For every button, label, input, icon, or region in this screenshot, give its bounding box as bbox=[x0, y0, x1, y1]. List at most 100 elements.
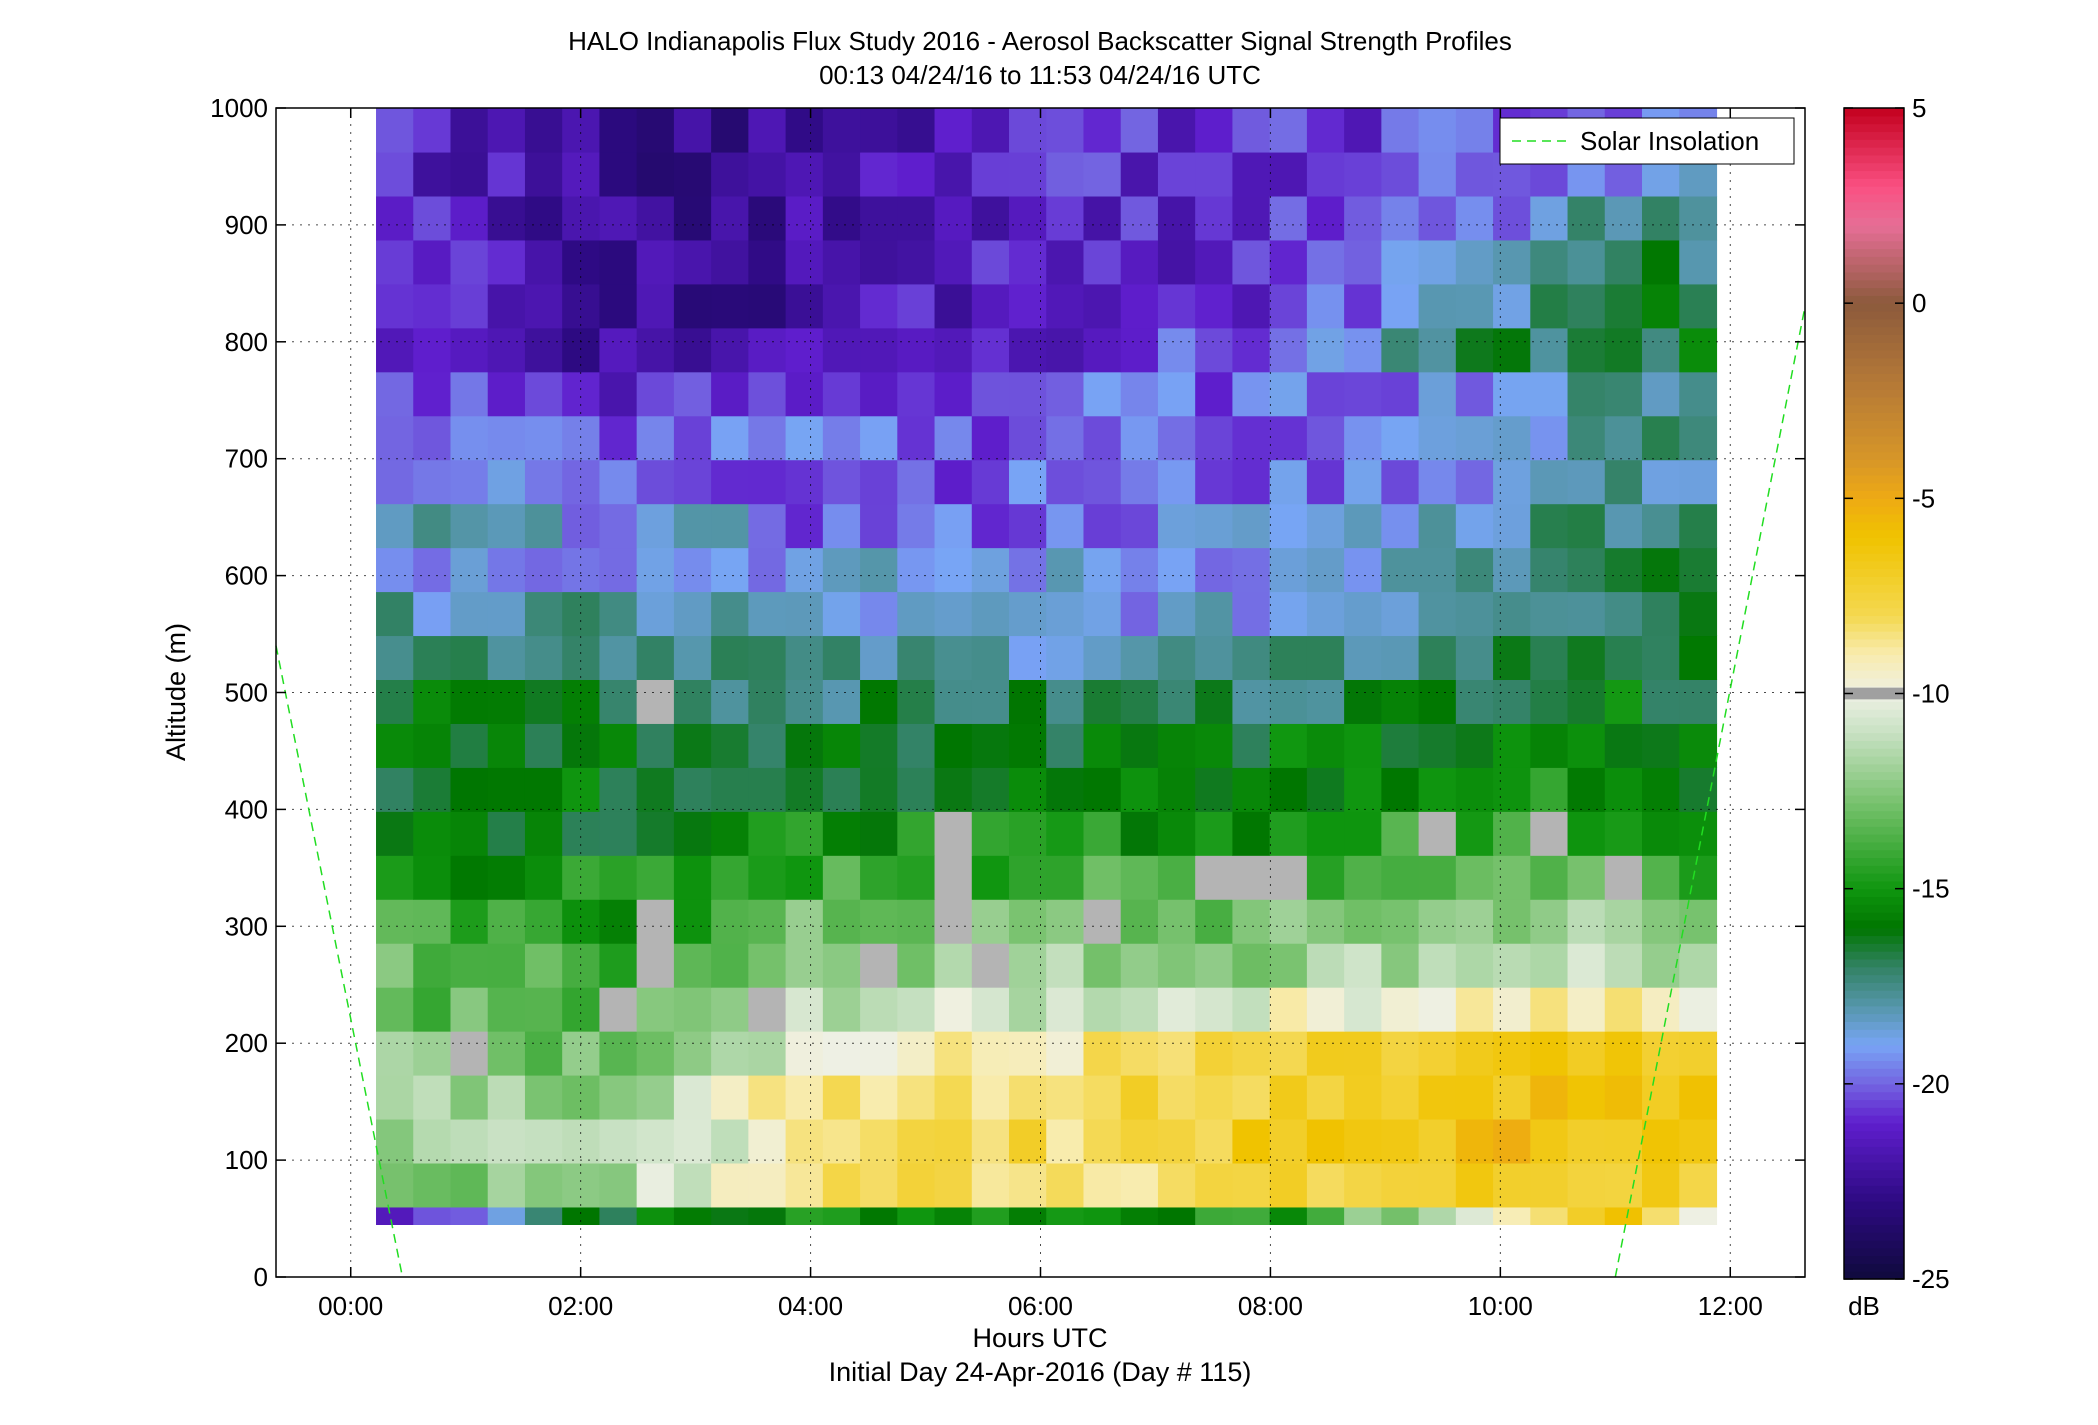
heatmap-cell bbox=[748, 239, 787, 285]
heatmap-cell bbox=[1269, 1118, 1308, 1164]
heatmap-cell bbox=[934, 679, 973, 724]
heatmap-cell bbox=[1157, 239, 1196, 285]
colorbar-segment bbox=[1844, 123, 1904, 133]
heatmap-cell bbox=[785, 1118, 824, 1164]
heatmap-cell bbox=[636, 151, 675, 197]
heatmap-cell bbox=[376, 371, 414, 417]
heatmap-cell bbox=[487, 767, 526, 812]
heatmap-cell bbox=[524, 943, 563, 988]
heatmap-cell bbox=[1009, 767, 1047, 812]
heatmap-cell bbox=[1083, 635, 1122, 680]
colorbar-segment bbox=[1844, 943, 1904, 952]
heatmap-cell bbox=[1046, 547, 1085, 593]
heatmap-cell bbox=[1604, 371, 1643, 417]
heatmap-cell bbox=[1455, 327, 1494, 373]
heatmap-cell bbox=[1455, 108, 1494, 153]
heatmap-cell bbox=[1195, 108, 1234, 153]
heatmap-cell bbox=[450, 1031, 489, 1076]
heatmap-cell bbox=[1642, 899, 1680, 944]
heatmap-cell bbox=[1418, 1162, 1457, 1208]
colorbar-segment bbox=[1844, 974, 1904, 983]
heatmap-cell bbox=[673, 1206, 712, 1225]
heatmap-cell bbox=[1344, 371, 1382, 417]
heatmap-cell bbox=[1344, 327, 1382, 373]
heatmap-cell bbox=[562, 371, 601, 417]
heatmap-cell bbox=[450, 503, 489, 549]
colorbar-segment bbox=[1844, 428, 1904, 437]
heatmap-cell bbox=[636, 943, 675, 988]
colorbar-segment bbox=[1844, 217, 1904, 226]
heatmap-cell bbox=[1530, 635, 1569, 680]
heatmap-cell bbox=[413, 943, 452, 988]
heatmap-cell bbox=[487, 503, 526, 549]
heatmap-cell bbox=[1232, 855, 1271, 900]
heatmap-cell bbox=[1530, 1206, 1569, 1225]
heatmap-cell bbox=[1493, 459, 1531, 505]
heatmap-cell bbox=[934, 899, 973, 944]
heatmap-cell bbox=[636, 283, 675, 329]
heatmap-cell bbox=[1679, 283, 1718, 329]
heatmap-cell bbox=[897, 987, 936, 1032]
heatmap-cell bbox=[1604, 239, 1643, 285]
heatmap-cell bbox=[636, 371, 675, 417]
colorbar-segment bbox=[1844, 841, 1904, 851]
heatmap-cell bbox=[1530, 327, 1569, 373]
heatmap-cell bbox=[1642, 811, 1680, 856]
heatmap-cell bbox=[934, 855, 973, 900]
heatmap-cell bbox=[562, 283, 601, 329]
heatmap-cell bbox=[450, 547, 489, 593]
heatmap-cell bbox=[1455, 1118, 1494, 1164]
colorbar-segment bbox=[1844, 623, 1904, 632]
heatmap-cell bbox=[1381, 327, 1420, 373]
heatmap-cell bbox=[524, 283, 563, 329]
heatmap-cell bbox=[748, 635, 787, 680]
heatmap-cell bbox=[1493, 1162, 1531, 1208]
heatmap-cell bbox=[822, 327, 861, 373]
heatmap-cell bbox=[1455, 855, 1494, 900]
heatmap-cell bbox=[1232, 1075, 1271, 1120]
heatmap-cell bbox=[1679, 547, 1718, 593]
heatmap-cell bbox=[450, 1206, 489, 1225]
colorbar-tick-label: 0 bbox=[1912, 288, 1926, 318]
heatmap-cell bbox=[1381, 1206, 1420, 1225]
heatmap-cell bbox=[1344, 415, 1382, 461]
heatmap-cell bbox=[785, 1206, 824, 1225]
heatmap-cell bbox=[1381, 108, 1420, 153]
heatmap-cell bbox=[1195, 1075, 1234, 1120]
heatmap-cell bbox=[1009, 591, 1047, 637]
colorbar-segment bbox=[1844, 154, 1904, 164]
colorbar-segment bbox=[1844, 826, 1904, 835]
heatmap-cell bbox=[748, 987, 787, 1032]
heatmap-cell bbox=[748, 1031, 787, 1076]
heatmap-cell bbox=[1157, 635, 1196, 680]
heatmap-cell bbox=[599, 459, 638, 505]
heatmap-cell bbox=[897, 371, 936, 417]
heatmap-cell bbox=[860, 855, 898, 900]
heatmap-cell bbox=[1120, 899, 1159, 944]
heatmap-cell bbox=[1642, 195, 1680, 241]
heatmap-cell bbox=[1306, 151, 1345, 197]
heatmap-cell bbox=[450, 767, 489, 812]
heatmap-cell bbox=[487, 1206, 526, 1225]
heatmap-cell bbox=[1009, 899, 1047, 944]
colorbar-segment bbox=[1844, 997, 1904, 1007]
heatmap-cell bbox=[860, 811, 898, 856]
x-tick-label: 12:00 bbox=[1698, 1291, 1763, 1321]
heatmap-cell bbox=[636, 415, 675, 461]
x-tick-label: 06:00 bbox=[1008, 1291, 1073, 1321]
heatmap-cell bbox=[1530, 239, 1569, 285]
heatmap-cell bbox=[971, 811, 1010, 856]
heatmap-cell bbox=[524, 195, 563, 241]
heatmap-cell bbox=[1344, 899, 1382, 944]
heatmap-cell bbox=[1493, 1206, 1531, 1225]
heatmap-cell bbox=[711, 767, 749, 812]
colorbar-segment bbox=[1844, 529, 1904, 538]
heatmap-cell bbox=[1083, 503, 1122, 549]
colorbar-segment bbox=[1844, 420, 1904, 429]
heatmap-cell bbox=[1493, 635, 1531, 680]
colorbar-segment bbox=[1844, 1208, 1904, 1218]
colorbar-segment bbox=[1844, 1083, 1904, 1093]
heatmap-cell bbox=[785, 151, 824, 197]
heatmap-cell bbox=[1269, 591, 1308, 637]
y-tick-label: 700 bbox=[225, 444, 268, 474]
